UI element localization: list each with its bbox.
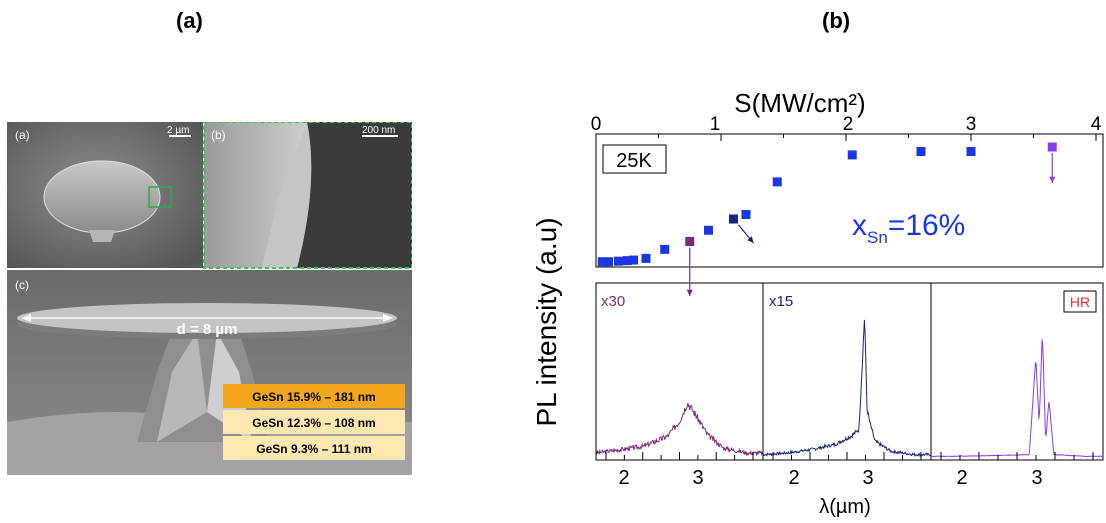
sem-inset-b-label: (b): [211, 128, 226, 142]
layer-legend: GeSn 15.9% – 181 nm GeSn 12.3% – 108 nm …: [223, 384, 405, 460]
sem-panel-b: [203, 122, 412, 269]
scatter-point: [614, 256, 623, 266]
subpanel-label-hr: HR: [1070, 294, 1090, 310]
sem-scale-a: 2 µm: [167, 125, 189, 136]
scatter-point: [1047, 142, 1057, 152]
spectrum-x30: [595, 402, 764, 457]
scatter-point: [704, 225, 713, 235]
sem-scale-b: 200 nm: [362, 125, 395, 136]
layer-swatch-2: [223, 410, 405, 434]
hr-box: [1063, 290, 1097, 313]
scatter-point: [641, 253, 651, 263]
scatter-point: [916, 147, 926, 156]
subpanel-label-x15: x15: [769, 293, 793, 310]
sem-diameter-label: d = 8 µm: [177, 321, 238, 338]
bottom-tick-label: 2: [956, 467, 967, 489]
top-tick-label: 0: [591, 114, 602, 135]
sem-inset-a-label: (a): [15, 128, 30, 142]
arrow-navy-head: [747, 236, 754, 243]
scatter-point: [629, 255, 638, 265]
panel-b-letter: (b): [822, 8, 851, 33]
top-tick-label: 4: [1091, 114, 1102, 135]
layer-label-2: GeSn 12.3% – 108 nm: [252, 416, 375, 430]
temperature-box: [602, 144, 667, 174]
top-axis-ticks: [595, 134, 1097, 141]
top-tick-label: 3: [966, 114, 977, 135]
bottom-tick-label: 3: [692, 467, 703, 489]
bottom-tick-label: 2: [618, 467, 629, 489]
top-tick-label: 1: [710, 114, 721, 135]
bottom-axis-ticks: [605, 452, 1094, 460]
scatter-frame: [595, 133, 1104, 268]
layer-swatch-1: [223, 384, 405, 408]
spectrum-hr: [930, 339, 1104, 458]
subpanel-label-x30: x30: [601, 293, 625, 310]
left-axis-title: PL intensity (a.u): [531, 217, 562, 426]
sem-inset-c-label: (c): [15, 278, 29, 292]
scatter-point: [597, 257, 607, 267]
bottom-tick-label: 3: [1031, 467, 1042, 489]
spectrum-x15: [762, 319, 932, 458]
bottom-axis-title: λ(µm): [819, 496, 871, 518]
spectra-series: [595, 319, 1104, 458]
bottom-tick-label: 3: [862, 467, 873, 489]
xsn-symbol: x: [852, 209, 867, 242]
scatter-point: [729, 214, 738, 224]
layer-swatch-3: [223, 436, 405, 460]
scatter-point: [741, 210, 751, 219]
sem-panel-a: [7, 122, 203, 268]
scatter-point: [660, 244, 670, 254]
arrow-purple-head: [686, 289, 693, 296]
layer-label-1: GeSn 15.9% – 181 nm: [252, 390, 375, 404]
arrow-violet-head: [1049, 176, 1056, 183]
spectra-frame: [595, 282, 1104, 461]
panel-a-letter: (a): [176, 8, 203, 33]
xsn-annotation: xSn=16%: [852, 209, 965, 247]
sem-micrograph: (a) 2 µm (b) 200 nm (c) d = 8 µm GeSn 15…: [7, 122, 412, 475]
top-axis-title: S(MW/cm²): [734, 88, 865, 118]
top-tick-label: 2: [843, 114, 854, 135]
scatter-point: [772, 177, 782, 187]
bottom-tick-label: 2: [788, 467, 799, 489]
scatter-series: [597, 142, 1057, 267]
layer-label-3: GeSn 9.3% – 111 nm: [256, 442, 371, 456]
scatter-point: [847, 150, 857, 160]
annotation-arrows: [686, 153, 1056, 296]
scatter-point: [966, 147, 976, 156]
xsn-value: =16%: [888, 209, 966, 242]
scatter-point: [604, 257, 613, 267]
scatter-point: [622, 256, 632, 266]
xsn-subscript: Sn: [867, 228, 888, 247]
temperature-label: 25K: [616, 150, 652, 172]
scatter-point: [685, 237, 695, 246]
